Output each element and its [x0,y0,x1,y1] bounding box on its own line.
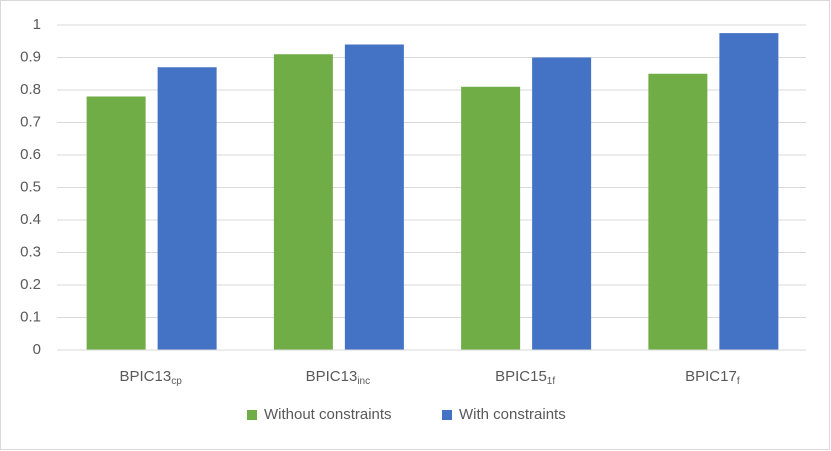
y-tick-label: 0.4 [20,211,41,228]
legend-label: Without constraints [264,406,392,423]
y-tick-label: 0.5 [20,178,41,195]
y-tick-label: 0.9 [20,48,41,65]
bar [719,33,779,350]
category-label: BPIC17 [685,368,737,385]
y-tick-label: 0 [33,341,41,358]
bar [86,96,146,350]
category-subscript: f [737,376,740,387]
legend-label: With constraints [459,406,566,423]
category-subscript: 1f [547,376,556,387]
x-tick-label: BPIC17f [685,368,740,387]
y-tick-label: 0.1 [20,308,41,325]
bar [157,67,217,350]
legend-swatch [247,410,257,420]
x-tick-label: BPIC151f [495,368,555,387]
bar [532,57,592,350]
y-tick-label: 0.7 [20,113,41,130]
y-tick-label: 0.2 [20,276,41,293]
category-label: BPIC15 [495,368,547,385]
category-subscript: inc [357,376,370,387]
category-subscript: cp [171,376,182,387]
bar [648,73,708,350]
y-tick-label: 1 [33,16,41,33]
bar [344,44,404,350]
x-tick-label: BPIC13cp [119,368,182,387]
x-tick-label: BPIC13inc [306,368,371,387]
bar [273,54,333,350]
bar [461,86,521,350]
category-label: BPIC13 [306,368,358,385]
y-tick-label: 0.6 [20,146,41,163]
category-label: BPIC13 [119,368,171,385]
y-tick-label: 0.8 [20,81,41,98]
legend-swatch [442,410,452,420]
y-tick-label: 0.3 [20,243,41,260]
